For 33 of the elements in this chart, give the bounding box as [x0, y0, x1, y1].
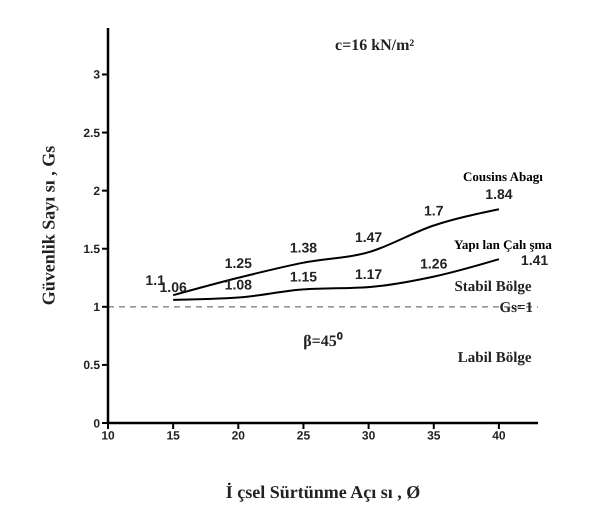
annotation: β=45⁰: [303, 332, 343, 350]
y-tick-label: 2.5: [83, 126, 100, 140]
x-tick-label: 35: [427, 428, 441, 443]
annotation: c=16 kN/m²: [334, 36, 414, 54]
y-tick-label: 2: [93, 184, 100, 198]
data-label: 1.84: [485, 186, 513, 202]
data-label: 1.08: [224, 276, 252, 293]
x-tick-label: 40: [492, 428, 506, 443]
x-tick-label: 15: [166, 428, 180, 443]
data-label: 1.15: [290, 268, 318, 284]
data-label: 1.7: [424, 202, 444, 218]
y-tick-label: 1.5: [83, 242, 100, 256]
data-label: 1.26: [420, 256, 448, 272]
x-tick-label: 30: [362, 428, 376, 443]
x-axis-title: İ çsel Sürtünme Açı sı , Ø: [226, 482, 420, 502]
annotation: Labil Bölge: [458, 350, 532, 366]
ref-line-label: Gs=1: [499, 300, 533, 316]
x-tick-label: 25: [296, 428, 310, 443]
y-tick-label: 0.5: [83, 358, 100, 372]
text: Cousins Abagı: [462, 169, 544, 184]
x-tick-label: 10: [101, 428, 115, 443]
y-axis-title: Güvenlik Sayı sı , Gs: [38, 146, 58, 306]
x-tick-label: 20: [232, 428, 246, 443]
annotation: Stabil Bölge: [454, 278, 532, 295]
series-label: Yapı lan Çalı şma: [454, 237, 552, 252]
y-tick-label: 1: [93, 300, 100, 314]
data-label: 1.38: [290, 240, 318, 256]
data-label: 1.25: [224, 254, 252, 271]
y-tick-label: 3: [93, 68, 100, 82]
data-label: 1.17: [354, 266, 382, 282]
data-label: 1.41: [520, 252, 548, 268]
y-tick-label: 0: [93, 416, 100, 430]
data-label: 1.47: [354, 229, 382, 246]
